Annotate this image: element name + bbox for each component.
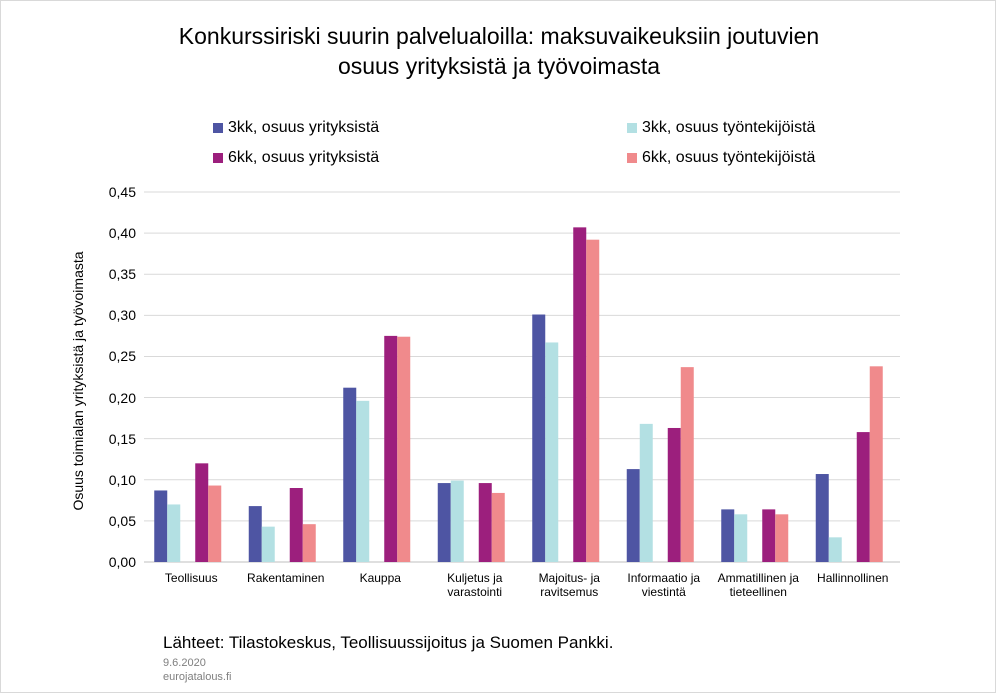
legend-label: 3kk, osuus yrityksistä [228,119,380,136]
legend-label: 6kk, osuus työntekijöistä [642,149,816,166]
x-tick-label: Hallinnollinen [817,571,889,585]
bar [397,336,411,562]
legend-swatch [627,153,637,163]
legend-label: 6kk, osuus yrityksistä [228,149,380,166]
bar [343,387,357,562]
bar [815,474,829,562]
legend-swatch [213,153,223,163]
bar [626,469,640,562]
x-tick-label: Kauppa [359,571,401,585]
y-tick-label: 0,40 [108,225,136,242]
chart-title: Konkurssiriski suurin palvelualoilla: ma… [178,23,820,79]
x-tick-label: Teollisuus [164,571,218,585]
site: eurojatalous.fi [163,671,232,683]
bar [532,314,546,562]
y-tick-label: 0,20 [108,389,136,406]
legend-label: 3kk, osuus työntekijöistä [642,119,816,136]
bar [762,509,776,562]
bar [721,509,735,562]
bar [667,427,681,562]
y-tick-label: 0,25 [108,348,136,365]
bar [167,504,181,562]
y-tick-label: 0,30 [108,307,136,324]
y-tick-label: 0,00 [108,554,136,570]
bar [573,227,587,562]
bar [734,514,748,562]
y-tick-label: 0,05 [108,512,136,529]
legend-swatch [627,123,637,133]
date: 9.6.2020 [163,657,206,669]
bar [586,239,600,562]
bar [195,463,209,562]
bar [289,488,303,562]
y-axis-label: Osuus toimialan yrityksistä ja työvoimas… [70,251,86,511]
bar [680,367,694,562]
x-tick-label: Majoitus- ja ravitsemus [538,571,600,599]
bar [384,335,398,562]
y-tick-label: 0,45 [108,184,136,200]
y-tick-label: 0,35 [108,266,136,283]
bar [450,480,464,562]
bar [828,537,842,562]
bar [775,514,789,562]
bar [261,526,275,562]
bar [639,423,653,562]
bar [491,492,505,562]
bar [869,366,883,562]
legend-swatch [213,123,223,133]
bar [248,506,262,562]
bar [478,483,492,562]
y-tick-label: 0,10 [108,471,136,488]
x-tick-label: Kuljetus ja varastointi [447,571,503,599]
bar [437,483,451,562]
bar [208,485,222,562]
bar [154,490,168,562]
x-tick-label: Rakentaminen [247,571,325,585]
x-tick-label: Informaatio ja viestintä [627,571,701,599]
bar [856,432,870,562]
bar [302,524,316,562]
bar [545,342,559,562]
x-tick-label: Ammatillinen ja tieteellinen [717,571,799,599]
source: Lähteet: Tilastokeskus, Teollisuussijoit… [163,633,614,652]
y-tick-label: 0,15 [108,430,136,447]
bar [356,400,370,562]
